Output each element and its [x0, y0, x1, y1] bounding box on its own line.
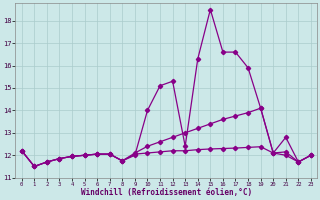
X-axis label: Windchill (Refroidissement éolien,°C): Windchill (Refroidissement éolien,°C)	[81, 188, 252, 197]
